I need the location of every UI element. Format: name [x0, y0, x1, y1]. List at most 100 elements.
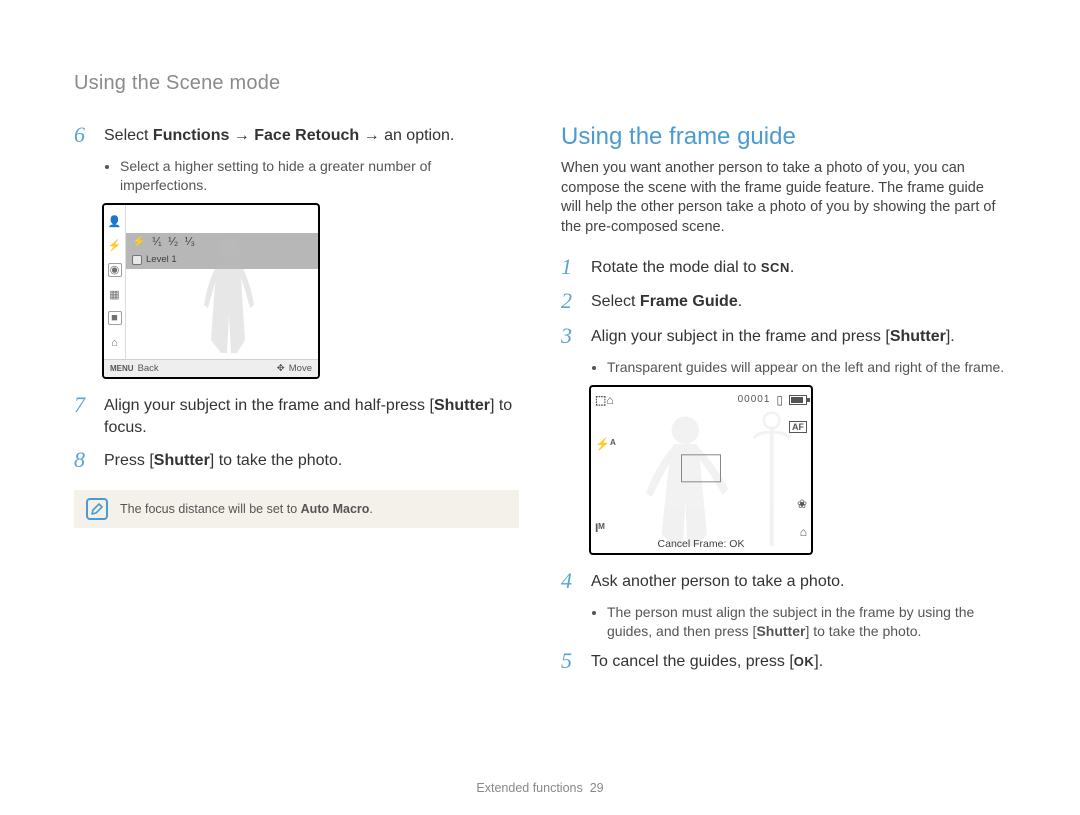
step-7: 7 Align your subject in the frame and ha… — [74, 393, 519, 438]
step-text: Align your subject in the frame and half… — [104, 393, 519, 438]
battery-icon — [789, 395, 807, 405]
bold: Shutter — [890, 328, 946, 345]
page-header: Using the Scene mode — [74, 72, 1006, 95]
step-8: 8 Press [Shutter] to take the photo. — [74, 448, 519, 472]
lcd2-right-icons: 00001 ▯ AF ❀ ⌂ — [738, 393, 807, 539]
lcd2-left-icons: ⬚⌂ ⚡ᴬ Iᴹ — [595, 393, 616, 535]
frame-guide-icon: ⬚⌂ — [595, 393, 616, 407]
bullet: The person must align the subject in the… — [607, 603, 1006, 641]
macro-icon: ❀ — [797, 497, 807, 511]
text: Select — [591, 293, 640, 310]
text: . — [369, 502, 372, 516]
fraction: ⅟₁ — [152, 235, 162, 248]
flash-icon: ⚡ — [132, 235, 146, 248]
menu-icon: MENU — [110, 364, 134, 373]
bold: Shutter — [434, 397, 490, 414]
bold: Functions — [153, 127, 229, 144]
step-number: 8 — [74, 448, 94, 472]
bold: Shutter — [756, 623, 805, 639]
step-4: 4 Ask another person to take a photo. — [561, 569, 1006, 593]
lcd2-bottom-text: Cancel Frame: OK — [591, 535, 811, 553]
note-box: The focus distance will be set to Auto M… — [74, 490, 519, 528]
footer-page: 29 — [590, 781, 604, 795]
quality-icon: ■ — [108, 311, 122, 325]
step-number: 2 — [561, 289, 581, 313]
scn-mode-icon: SCN — [761, 260, 790, 275]
frame-icon: ⌂ — [108, 336, 122, 350]
text: ] to take the photo. — [210, 452, 343, 469]
step-text: Press [Shutter] to take the photo. — [104, 448, 342, 472]
step-text: Ask another person to take a photo. — [591, 569, 845, 593]
arrow: → — [359, 127, 384, 144]
footer-section: Extended functions — [476, 781, 582, 795]
page-footer: Extended functions 29 — [0, 781, 1080, 795]
face-detect-icon: ◉ — [108, 263, 122, 277]
flash-off-icon: ⚡ — [108, 238, 122, 252]
text: Rotate the mode dial to — [591, 259, 761, 276]
size-icon: Iᴹ — [595, 521, 616, 535]
bold: Auto Macro — [301, 502, 370, 516]
step-1: 1 Rotate the mode dial to SCN. — [561, 255, 1006, 279]
right-column: Using the frame guide When you want anot… — [561, 123, 1006, 683]
text: Align your subject in the frame and half… — [104, 397, 434, 414]
note-text: The focus distance will be set to Auto M… — [120, 502, 373, 516]
frame-count: 00001 — [738, 394, 771, 405]
text: Align your subject in the frame and pres… — [591, 328, 890, 345]
step-6: 6 Select Functions → Face Retouch → an o… — [74, 123, 519, 147]
flash-icon: ⚡ᴬ — [595, 437, 616, 451]
text: ]. — [814, 653, 823, 670]
step-4-bullets: The person must align the subject in the… — [607, 603, 1006, 641]
step-number: 5 — [561, 649, 581, 673]
lcd-screen: 👤 ⚡ ◉ ▦ ■ ⌂ ⚡ ⅟₁ ⅟₂ ⅟₃ Level 1 — [102, 203, 320, 379]
left-column: 6 Select Functions → Face Retouch → an o… — [74, 123, 519, 683]
ok-button-label: OK — [794, 654, 815, 669]
text: ]. — [946, 328, 955, 345]
step-number: 7 — [74, 393, 94, 438]
card-icon: ▯ — [776, 393, 783, 407]
lcd-bottom-bar: MENU Back ✥ Move — [104, 359, 318, 377]
fraction: ⅟₂ — [168, 235, 179, 248]
af-label: AF — [789, 421, 807, 433]
text: . — [738, 293, 742, 310]
note-icon — [86, 498, 108, 520]
step-number: 1 — [561, 255, 581, 279]
step-2: 2 Select Frame Guide. — [561, 289, 1006, 313]
step-text: To cancel the guides, press [OK]. — [591, 649, 823, 673]
back-label: Back — [138, 363, 159, 374]
person-silhouette — [194, 235, 264, 355]
level-selected-icon — [132, 255, 142, 265]
bold: Face Retouch — [254, 127, 359, 144]
text: an option. — [384, 127, 454, 144]
move-label: Move — [289, 363, 312, 374]
section-title: Using the frame guide — [561, 123, 1006, 151]
step-3: 3 Align your subject in the frame and pr… — [561, 324, 1006, 348]
step-text: Select Functions → Face Retouch → an opt… — [104, 123, 454, 147]
lcd-screenshot-1: 👤 ⚡ ◉ ▦ ■ ⌂ ⚡ ⅟₁ ⅟₂ ⅟₃ Level 1 — [102, 203, 519, 379]
lcd-left-icons: 👤 ⚡ ◉ ▦ ■ ⌂ — [104, 205, 126, 359]
text: . — [790, 259, 794, 276]
step-number: 3 — [561, 324, 581, 348]
bullet: Transparent guides will appear on the le… — [607, 358, 1006, 377]
text: ] to take the photo. — [805, 623, 921, 639]
section-intro: When you want another person to take a p… — [561, 159, 1006, 237]
step-text: Select Frame Guide. — [591, 289, 742, 313]
focus-rect — [681, 454, 721, 482]
step-text: Align your subject in the frame and pres… — [591, 324, 955, 348]
text: Press [ — [104, 452, 154, 469]
content-columns: 6 Select Functions → Face Retouch → an o… — [74, 123, 1006, 683]
metering-icon: ▦ — [108, 287, 122, 301]
lcd-screenshot-2: ⬚⌂ ⚡ᴬ Iᴹ 00001 ▯ AF ❀ ⌂ Cancel Frame: OK — [589, 385, 1006, 555]
bullet: Select a higher setting to hide a greate… — [120, 157, 519, 195]
step-5: 5 To cancel the guides, press [OK]. — [561, 649, 1006, 673]
text: Select — [104, 127, 153, 144]
portrait-icon: 👤 — [108, 214, 122, 228]
step-number: 4 — [561, 569, 581, 593]
step-3-bullets: Transparent guides will appear on the le… — [607, 358, 1006, 377]
move-icon: ✥ — [277, 363, 285, 374]
step-6-bullets: Select a higher setting to hide a greate… — [120, 157, 519, 195]
step-number: 6 — [74, 123, 94, 147]
bold: Shutter — [154, 452, 210, 469]
step-text: Rotate the mode dial to SCN. — [591, 255, 794, 279]
arrow: → — [229, 127, 254, 144]
lcd-screen: ⬚⌂ ⚡ᴬ Iᴹ 00001 ▯ AF ❀ ⌂ Cancel Frame: OK — [589, 385, 813, 555]
